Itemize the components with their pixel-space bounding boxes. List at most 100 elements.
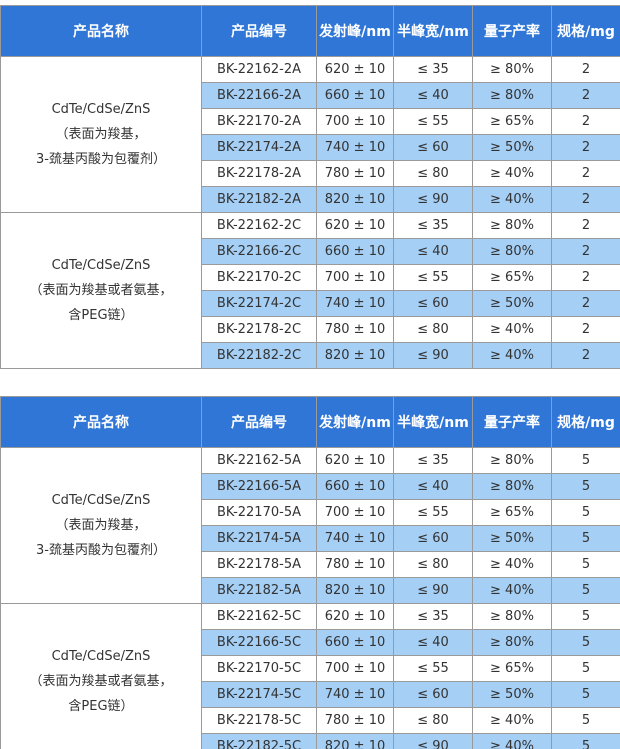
cell: 740 ± 10 [316, 681, 394, 708]
data-row: BK-22182-2C 820 ± 10 ≤ 90 ≥ 40% 2 [1, 342, 620, 369]
cell: ≤ 60 [393, 525, 473, 552]
product-table: 产品名称 产品编号 发射峰/nm 半峰宽/nm 量子产率 规格/mg CdTe/CdSe/Z… [0, 396, 620, 749]
cell: ≤ 35 [393, 212, 473, 239]
cell: BK-22182-2A [201, 186, 317, 213]
cell: BK-22170-5A [201, 499, 317, 526]
data-row: BK-22166-5C 660 ± 10 ≤ 40 ≥ 80% 5 [1, 629, 620, 656]
cell: 5 [551, 707, 620, 734]
cell: 740 ± 10 [316, 525, 394, 552]
cell: ≥ 50% [472, 134, 552, 161]
cell: ≥ 80% [472, 629, 552, 656]
header-cell: 规格/mg [551, 396, 620, 448]
cell: 660 ± 10 [316, 82, 394, 109]
cell: ≥ 40% [472, 186, 552, 213]
cell: ≤ 55 [393, 655, 473, 682]
cell: ≥ 65% [472, 655, 552, 682]
cell: 660 ± 10 [316, 473, 394, 500]
cell: 2 [551, 186, 620, 213]
cell: ≥ 65% [472, 108, 552, 135]
cell: BK-22174-5C [201, 681, 317, 708]
cell: ≥ 80% [472, 473, 552, 500]
cell: BK-22170-2A [201, 108, 317, 135]
header-cell: 量子产率 [472, 5, 552, 57]
group-label-line: CdTe/CdSe/ZnS [51, 493, 151, 508]
cell: ≥ 40% [472, 316, 552, 343]
cell: ≤ 35 [393, 56, 473, 83]
group-label: CdTe/CdSe/ZnS （表面为羧基或者氨基， 含PEG链） [0, 212, 202, 369]
cell: 5 [551, 499, 620, 526]
cell: ≤ 80 [393, 551, 473, 578]
cell: ≥ 80% [472, 603, 552, 630]
cell: 620 ± 10 [316, 212, 394, 239]
header-cell: 规格/mg [551, 5, 620, 57]
data-row: BK-22178-2C 780 ± 10 ≤ 80 ≥ 40% 2 [1, 316, 620, 343]
header-row: 产品名称 产品编号 发射峰/nm 半峰宽/nm 量子产率 规格/mg [0, 396, 620, 448]
header-cell: 半峰宽/nm [393, 5, 473, 57]
header-cell: 产品编号 [201, 396, 317, 448]
cell: ≥ 50% [472, 290, 552, 317]
cell: 5 [551, 551, 620, 578]
cell: 2 [551, 56, 620, 83]
cell: ≤ 80 [393, 160, 473, 187]
product-table: 产品名称 产品编号 发射峰/nm 半峰宽/nm 量子产率 规格/mg CdTe/CdSe/Z… [0, 5, 620, 369]
group-label-line: CdTe/CdSe/ZnS [51, 102, 151, 117]
data-row: BK-22182-5A 820 ± 10 ≤ 90 ≥ 40% 5 [1, 577, 620, 604]
group-label-line: CdTe/CdSe/ZnS [51, 649, 151, 664]
cell: 780 ± 10 [316, 160, 394, 187]
group-label: CdTe/CdSe/ZnS （表面为羧基或者氨基， 含PEG链） [0, 603, 202, 749]
cell: 2 [551, 212, 620, 239]
data-row: BK-22166-2C 660 ± 10 ≤ 40 ≥ 80% 2 [1, 238, 620, 265]
cell: 820 ± 10 [316, 733, 394, 749]
cell: BK-22162-2C [201, 212, 317, 239]
cell: ≥ 40% [472, 160, 552, 187]
cell: BK-22162-5A [201, 447, 317, 474]
group-label-line: 含PEG链） [68, 308, 134, 323]
cell: 2 [551, 316, 620, 343]
cell: ≥ 40% [472, 551, 552, 578]
data-row: BK-22174-5A 740 ± 10 ≤ 60 ≥ 50% 5 [1, 525, 620, 552]
cell: ≥ 80% [472, 212, 552, 239]
cell: 780 ± 10 [316, 316, 394, 343]
cell: 5 [551, 525, 620, 552]
cell: ≥ 80% [472, 447, 552, 474]
cell: 820 ± 10 [316, 186, 394, 213]
header-cell: 产品名称 [0, 5, 202, 57]
group-label-line: CdTe/CdSe/ZnS [51, 258, 151, 273]
cell: 5 [551, 681, 620, 708]
cell: ≥ 40% [472, 342, 552, 369]
cell: BK-22170-2C [201, 264, 317, 291]
cell: 700 ± 10 [316, 264, 394, 291]
cell: BK-22162-5C [201, 603, 317, 630]
cell: ≤ 40 [393, 473, 473, 500]
cell: ≥ 65% [472, 264, 552, 291]
data-row: BK-22182-5C 820 ± 10 ≤ 90 ≥ 40% 5 [1, 733, 620, 749]
cell: 2 [551, 160, 620, 187]
cell: ≤ 40 [393, 238, 473, 265]
data-row: CdTe/CdSe/ZnS （表面为羧基或者氨基， 含PEG链） BK-22162-5… [0, 603, 620, 749]
cell: BK-22182-5C [201, 733, 317, 749]
cell: 2 [551, 290, 620, 317]
cell: 620 ± 10 [316, 56, 394, 83]
cell: 700 ± 10 [316, 655, 394, 682]
cell: 740 ± 10 [316, 134, 394, 161]
cell: ≤ 60 [393, 290, 473, 317]
cell: 5 [551, 473, 620, 500]
cell: 5 [551, 603, 620, 630]
cell: 2 [551, 134, 620, 161]
data-row: BK-22170-2C 700 ± 10 ≤ 55 ≥ 65% 2 [1, 264, 620, 291]
cell: ≤ 90 [393, 577, 473, 604]
cell: 660 ± 10 [316, 238, 394, 265]
data-row: CdTe/CdSe/ZnS （表面为羧基， 3-巯基丙酸为包覆剂） BK-22162-… [0, 447, 620, 604]
cell: ≤ 55 [393, 108, 473, 135]
data-row: BK-22166-5A 660 ± 10 ≤ 40 ≥ 80% 5 [1, 473, 620, 500]
cell: BK-22166-2C [201, 238, 317, 265]
cell: BK-22166-2A [201, 82, 317, 109]
cell: 5 [551, 447, 620, 474]
data-row: BK-22178-5A 780 ± 10 ≤ 80 ≥ 40% 5 [1, 551, 620, 578]
header-cell: 发射峰/nm [316, 396, 394, 448]
cell: 620 ± 10 [316, 447, 394, 474]
data-row: BK-22174-5C 740 ± 10 ≤ 60 ≥ 50% 5 [1, 681, 620, 708]
cell: ≤ 35 [393, 603, 473, 630]
